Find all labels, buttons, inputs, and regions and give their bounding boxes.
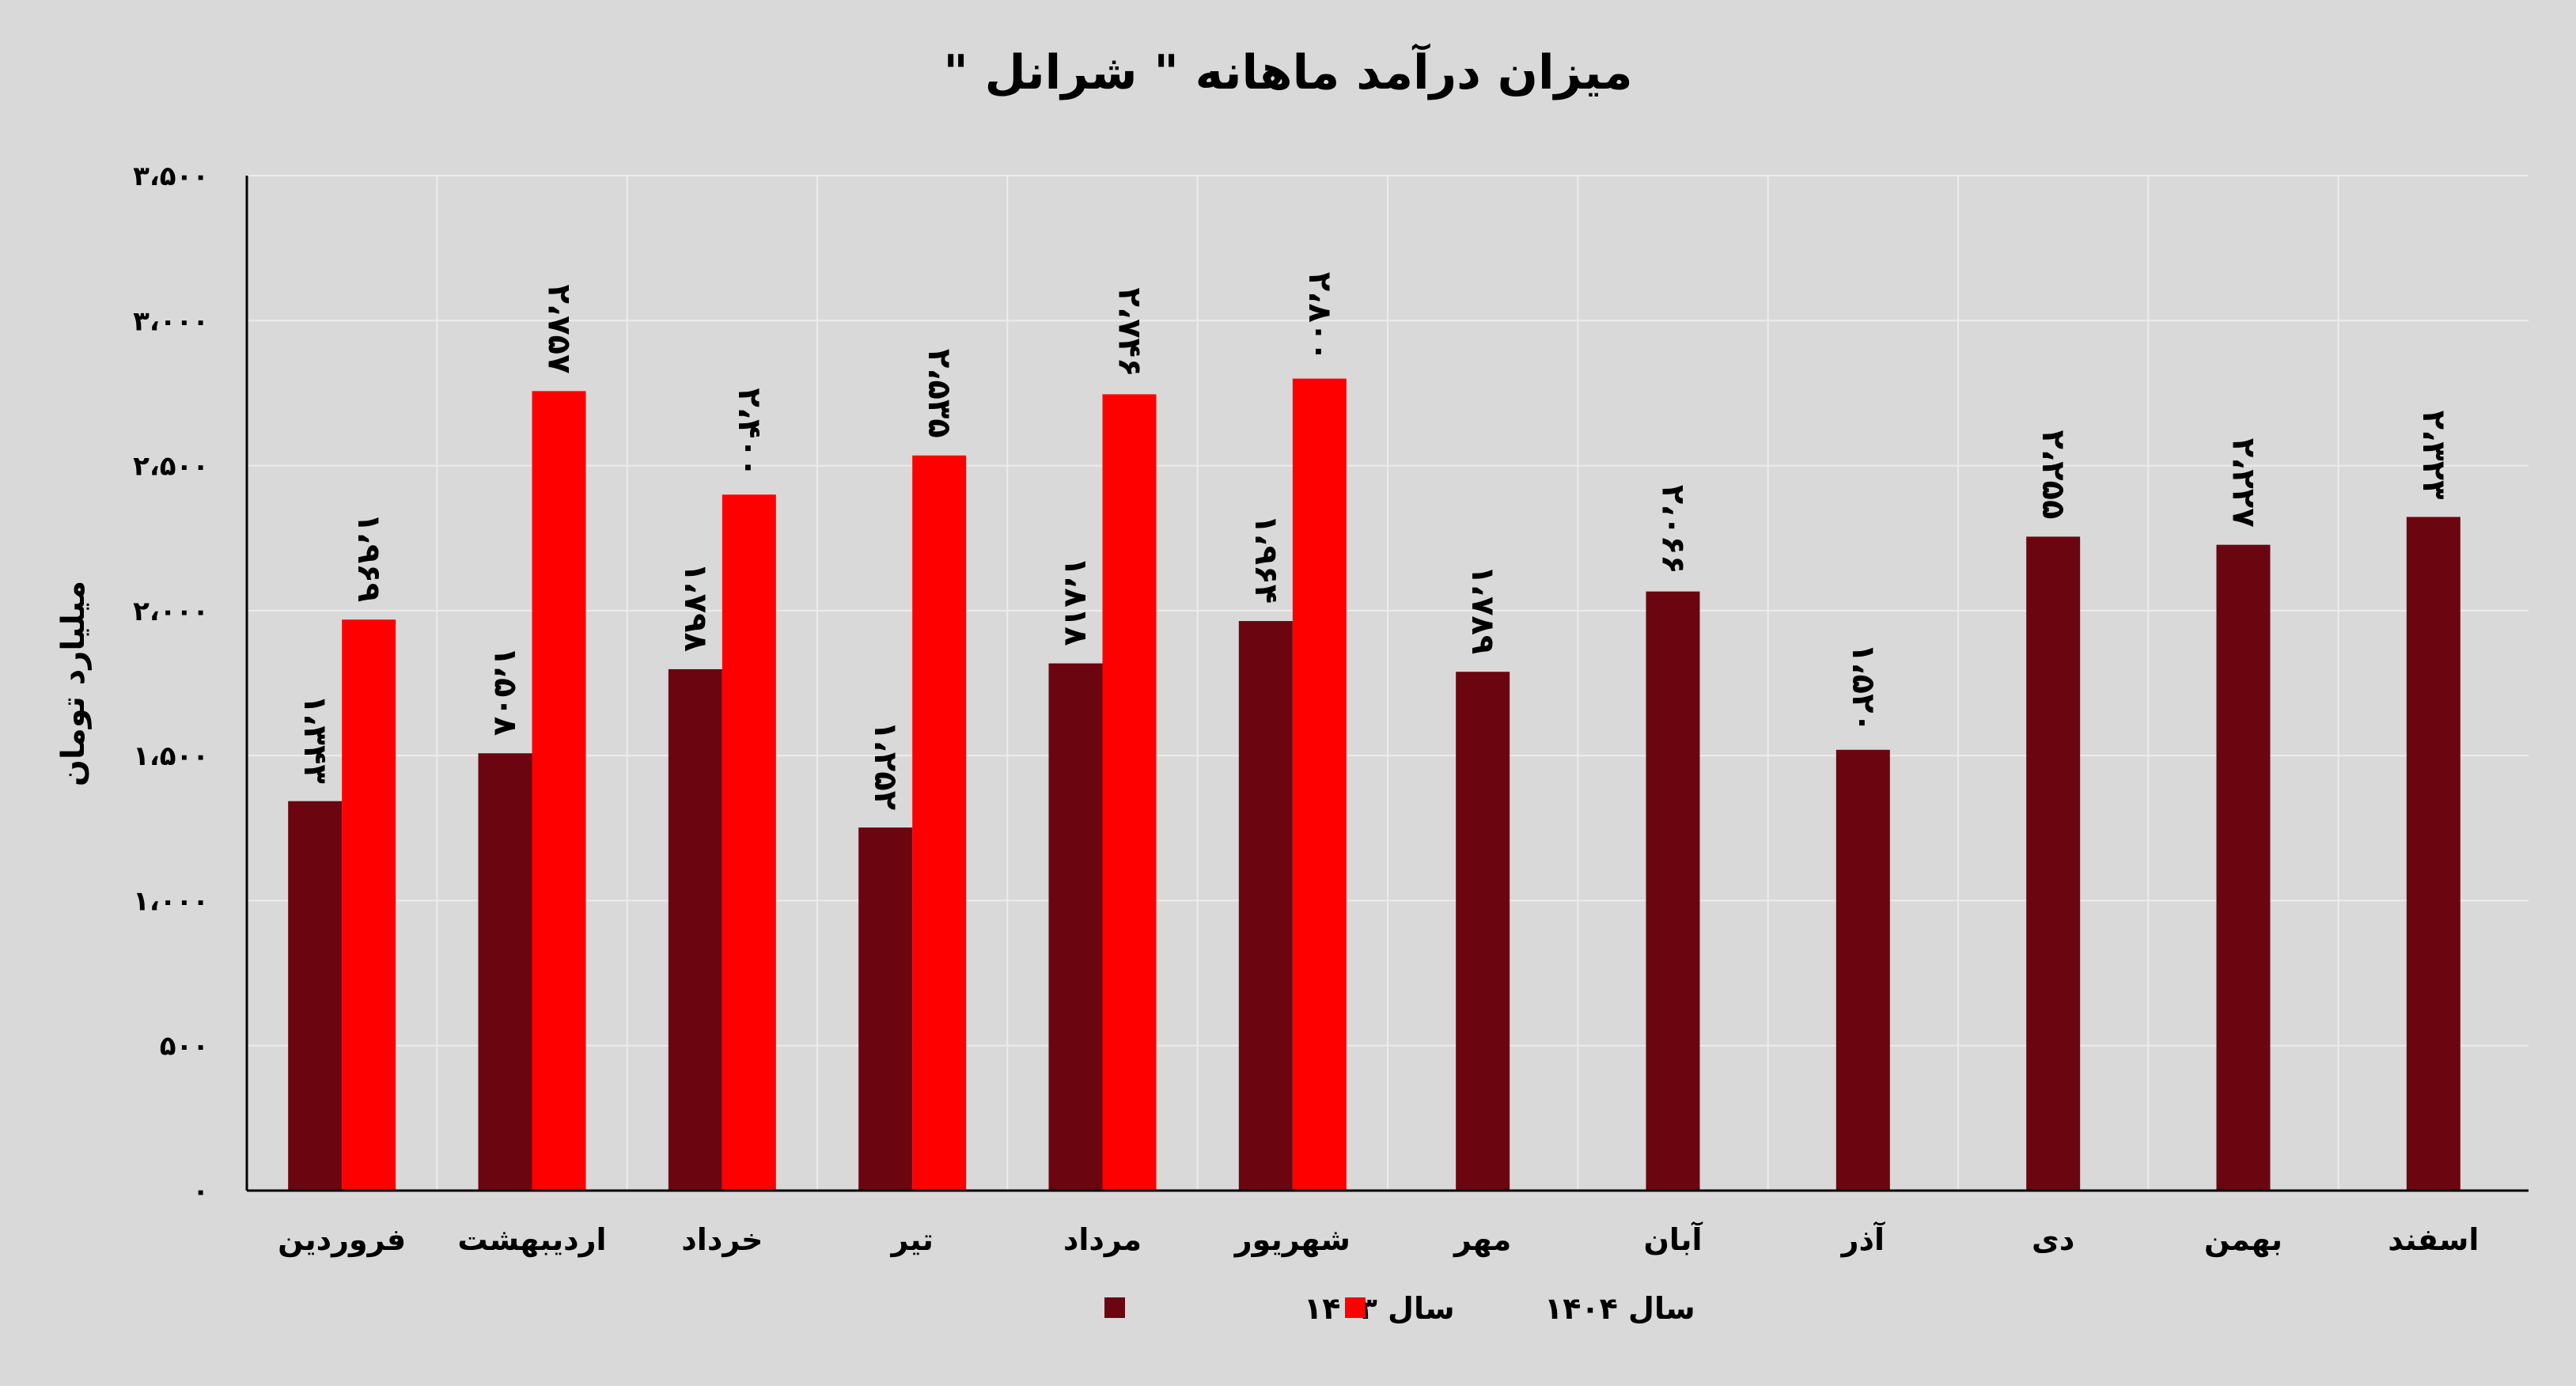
x-category-label: آبان: [1644, 1221, 1703, 1257]
data-label-series-1: ۱،۸۱۸: [1058, 557, 1094, 646]
y-tick-label: ۰: [192, 1176, 209, 1207]
bar-series-1: [2026, 536, 2081, 1191]
x-category-label: تیر: [889, 1222, 933, 1257]
bar-series-2: [342, 619, 396, 1191]
x-category-label: اردیبهشت: [457, 1222, 606, 1257]
y-tick-label: ۱،۰۰۰: [133, 885, 209, 917]
y-axis-title: میلیارد تومان: [55, 581, 92, 786]
bar-series-1: [1048, 663, 1103, 1191]
data-label-series-2: ۲،۷۵۷: [541, 285, 578, 374]
bar-series-1: [478, 753, 532, 1191]
y-tick-label: ۱،۵۰۰: [133, 740, 209, 772]
data-label-series-1: ۲،۲۲۷: [2226, 438, 2262, 528]
bar-series-1: [288, 801, 343, 1191]
x-category-label: آذر: [1840, 1221, 1885, 1257]
bars: [288, 378, 2460, 1191]
data-label-series-1: ۱،۵۲۰: [1845, 643, 1881, 733]
y-tick-label: ۳،۰۰۰: [133, 305, 209, 337]
data-label-series-2: ۲،۸۰۰: [1301, 272, 1338, 362]
x-category-label: بهمن: [2204, 1222, 2282, 1257]
x-category-label: شهریور: [1233, 1222, 1351, 1257]
data-label-series-1: ۱،۷۸۹: [1464, 565, 1501, 654]
x-category-label: مهر: [1453, 1222, 1511, 1257]
legend: سال ۱۴۰۳ سال ۱۴۰۴: [1104, 1291, 1695, 1326]
legend-label-series-1: سال ۱۴۰۳: [1304, 1291, 1455, 1326]
data-labels: ۱،۳۴۳ ۱،۹۶۹ ۱،۵۰۸ ۲،۷۵۷ ۱،۷۹۸ ۲،۴۰۰ ۱،۲۵۲ ۲،۵۳۵…: [297, 272, 2452, 810]
data-label-series-1: ۱،۵۰۸: [487, 646, 524, 736]
data-label-series-1: ۲،۲۵۵: [2035, 430, 2071, 520]
data-label-series-1: ۲،۰۶۶: [1655, 485, 1691, 574]
data-label-series-1: ۱،۷۹۸: [677, 562, 714, 652]
bar-series-1: [668, 668, 722, 1191]
data-label-series-1: ۱،۲۵۲: [867, 721, 903, 810]
data-label-series-2: ۲،۷۴۶: [1112, 288, 1148, 377]
bar-series-1: [1238, 621, 1293, 1191]
bar-series-1: [2216, 544, 2271, 1191]
bar-series-2: [722, 494, 776, 1191]
x-category-label: اسفند: [2388, 1222, 2479, 1257]
data-label-series-1: ۲،۳۲۳: [2415, 411, 2452, 500]
legend-swatch-series-2: [1345, 1297, 1366, 1318]
y-tick-label: ۳،۵۰۰: [133, 161, 209, 192]
bar-series-1: [1835, 749, 1890, 1191]
bar-series-1: [2406, 517, 2460, 1191]
data-label-series-1: ۱،۳۴۳: [297, 695, 333, 784]
bar-series-2: [912, 455, 967, 1191]
bar-series-1: [858, 827, 913, 1191]
data-label-series-2: ۱،۹۶۹: [350, 513, 387, 602]
axes: ۰ ۵۰۰ ۱،۰۰۰ ۱،۵۰۰ ۲،۰۰۰ ۲،۵۰۰ ۳،۰۰۰ ۳،۵۰۰ فروردی…: [133, 161, 2529, 1258]
y-tick-label: ۲،۵۰۰: [133, 451, 209, 483]
x-category-label: دی: [2032, 1222, 2074, 1257]
legend-swatch-series-1: [1104, 1297, 1125, 1318]
data-label-series-2: ۲،۵۳۵: [921, 349, 957, 438]
y-tick-label: ۲،۰۰۰: [133, 596, 209, 627]
legend-label-series-2: سال ۱۴۰۴: [1544, 1291, 1695, 1326]
x-category-label: خرداد: [681, 1222, 763, 1257]
bar-series-2: [1292, 378, 1347, 1191]
bar-series-1: [1456, 672, 1510, 1191]
bar-series-1: [1646, 591, 1700, 1191]
x-category-label: فروردین: [278, 1222, 406, 1258]
x-category-label: مرداد: [1063, 1222, 1142, 1257]
bar-series-2: [1102, 394, 1157, 1191]
data-label-series-2: ۲،۴۰۰: [731, 388, 767, 477]
y-tick-label: ۵۰۰: [160, 1031, 209, 1062]
bar-series-2: [532, 391, 586, 1191]
gridlines: [247, 175, 2529, 1191]
chart-title: میزان درآمد ماهانه " شرانل ": [943, 43, 1632, 100]
data-label-series-1: ۱،۹۶۴: [1248, 514, 1284, 604]
